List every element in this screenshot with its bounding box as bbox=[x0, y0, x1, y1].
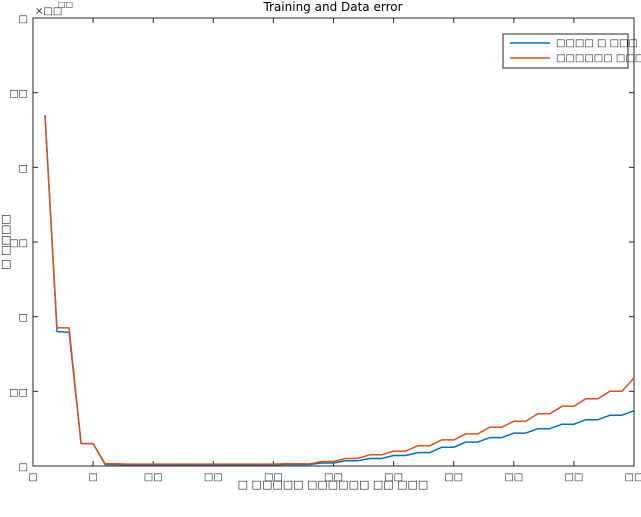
y-tick-label: □□ bbox=[9, 89, 28, 100]
legend: □□□□ □ □□□ □□□□□□ □□□ bbox=[502, 33, 641, 69]
y-tick-label: □□ bbox=[9, 387, 28, 398]
x-tick-label: □□ bbox=[564, 472, 583, 483]
x-tick-label: □□ bbox=[264, 472, 283, 483]
x-tick-label: □□ bbox=[204, 472, 223, 483]
y-tick-label: □ bbox=[19, 14, 28, 25]
y-axis-label: □ □□□□ bbox=[0, 214, 12, 269]
series-line-2 bbox=[44, 115, 635, 465]
plot-area bbox=[32, 17, 635, 467]
x-axis-label: □ □□□□□ □□□□□□ □□ □□□ bbox=[238, 478, 429, 491]
x-tick-label: □□ bbox=[444, 472, 463, 483]
x-tick-label: □□ bbox=[504, 472, 523, 483]
chart-title: Training and Data error bbox=[262, 0, 402, 14]
x-tick-label: □□ bbox=[384, 472, 403, 483]
legend-box bbox=[502, 33, 629, 69]
x-tick-label: □□ bbox=[324, 472, 343, 483]
y-axis-ticks: □□□□□□□□□□ bbox=[9, 14, 634, 473]
series-layer bbox=[44, 115, 635, 466]
x-tick-label: □□ bbox=[144, 472, 163, 483]
x-tick-label: □ bbox=[88, 472, 97, 483]
y-tick-label: □ bbox=[19, 163, 28, 174]
y-tick-label: □ bbox=[19, 462, 28, 473]
x-tick-label: □□ bbox=[625, 472, 641, 483]
y-exponent: ×□□ □□ bbox=[35, 0, 73, 17]
legend-label-series-2: □□□□□□ □□□ bbox=[556, 53, 641, 64]
y-tick-label: □□ bbox=[9, 238, 28, 249]
legend-label-series-1: □□□□ □ □□□ bbox=[556, 38, 638, 49]
exponent-power: □□ bbox=[58, 0, 73, 9]
exponent-base: ×□□ bbox=[35, 6, 62, 17]
y-tick-label: □ bbox=[19, 313, 28, 324]
x-tick-label: □ bbox=[28, 472, 37, 483]
series-line-1 bbox=[44, 115, 635, 466]
